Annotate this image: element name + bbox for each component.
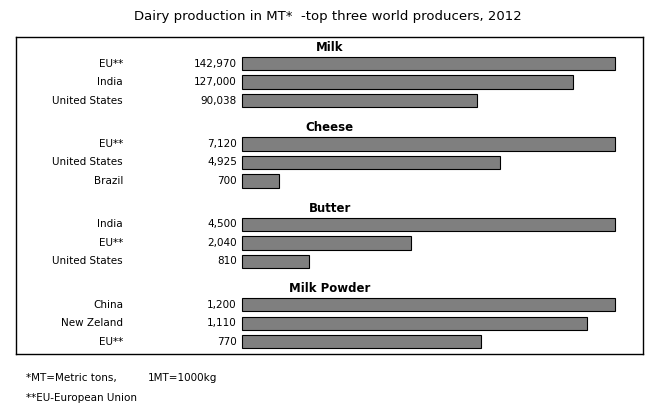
Text: EU**: EU** — [98, 337, 123, 347]
Text: 4,500: 4,500 — [207, 219, 237, 229]
Bar — [242, 236, 411, 249]
Text: 1,110: 1,110 — [207, 318, 237, 328]
Text: New Zeland: New Zeland — [61, 318, 123, 328]
Text: *MT=Metric tons,: *MT=Metric tons, — [26, 373, 117, 383]
Bar — [242, 94, 477, 107]
Text: EU**: EU** — [98, 58, 123, 69]
Text: 127,000: 127,000 — [194, 77, 237, 87]
Bar — [242, 335, 481, 348]
Bar — [242, 137, 615, 151]
Text: EU**: EU** — [98, 238, 123, 248]
Text: 2,040: 2,040 — [207, 238, 237, 248]
Text: Milk Powder: Milk Powder — [289, 282, 371, 295]
Text: 1,200: 1,200 — [207, 300, 237, 310]
Text: China: China — [93, 300, 123, 310]
Bar — [242, 255, 309, 268]
Text: United States: United States — [52, 96, 123, 106]
Text: 142,970: 142,970 — [194, 58, 237, 69]
Text: United States: United States — [52, 256, 123, 266]
Text: Butter: Butter — [308, 202, 351, 215]
Text: India: India — [97, 219, 123, 229]
Bar — [242, 174, 279, 188]
Text: Milk: Milk — [316, 41, 343, 54]
Text: **EU-European Union: **EU-European Union — [26, 393, 137, 403]
Bar — [242, 156, 500, 169]
Text: 1MT=1000kg: 1MT=1000kg — [148, 373, 217, 383]
Text: United States: United States — [52, 157, 123, 168]
Bar — [242, 317, 586, 330]
Bar — [242, 57, 615, 70]
Text: 700: 700 — [217, 176, 237, 186]
Bar — [242, 298, 615, 312]
Text: 810: 810 — [217, 256, 237, 266]
Text: India: India — [97, 77, 123, 87]
Bar — [242, 218, 615, 231]
Text: Cheese: Cheese — [306, 121, 354, 134]
Text: EU**: EU** — [98, 139, 123, 149]
Text: 90,038: 90,038 — [201, 96, 237, 106]
Text: 7,120: 7,120 — [207, 139, 237, 149]
Text: 770: 770 — [217, 337, 237, 347]
Text: Brazil: Brazil — [94, 176, 123, 186]
Text: 4,925: 4,925 — [207, 157, 237, 168]
Bar — [242, 75, 573, 89]
Text: Dairy production in MT*  -top three world producers, 2012: Dairy production in MT* -top three world… — [134, 10, 522, 23]
